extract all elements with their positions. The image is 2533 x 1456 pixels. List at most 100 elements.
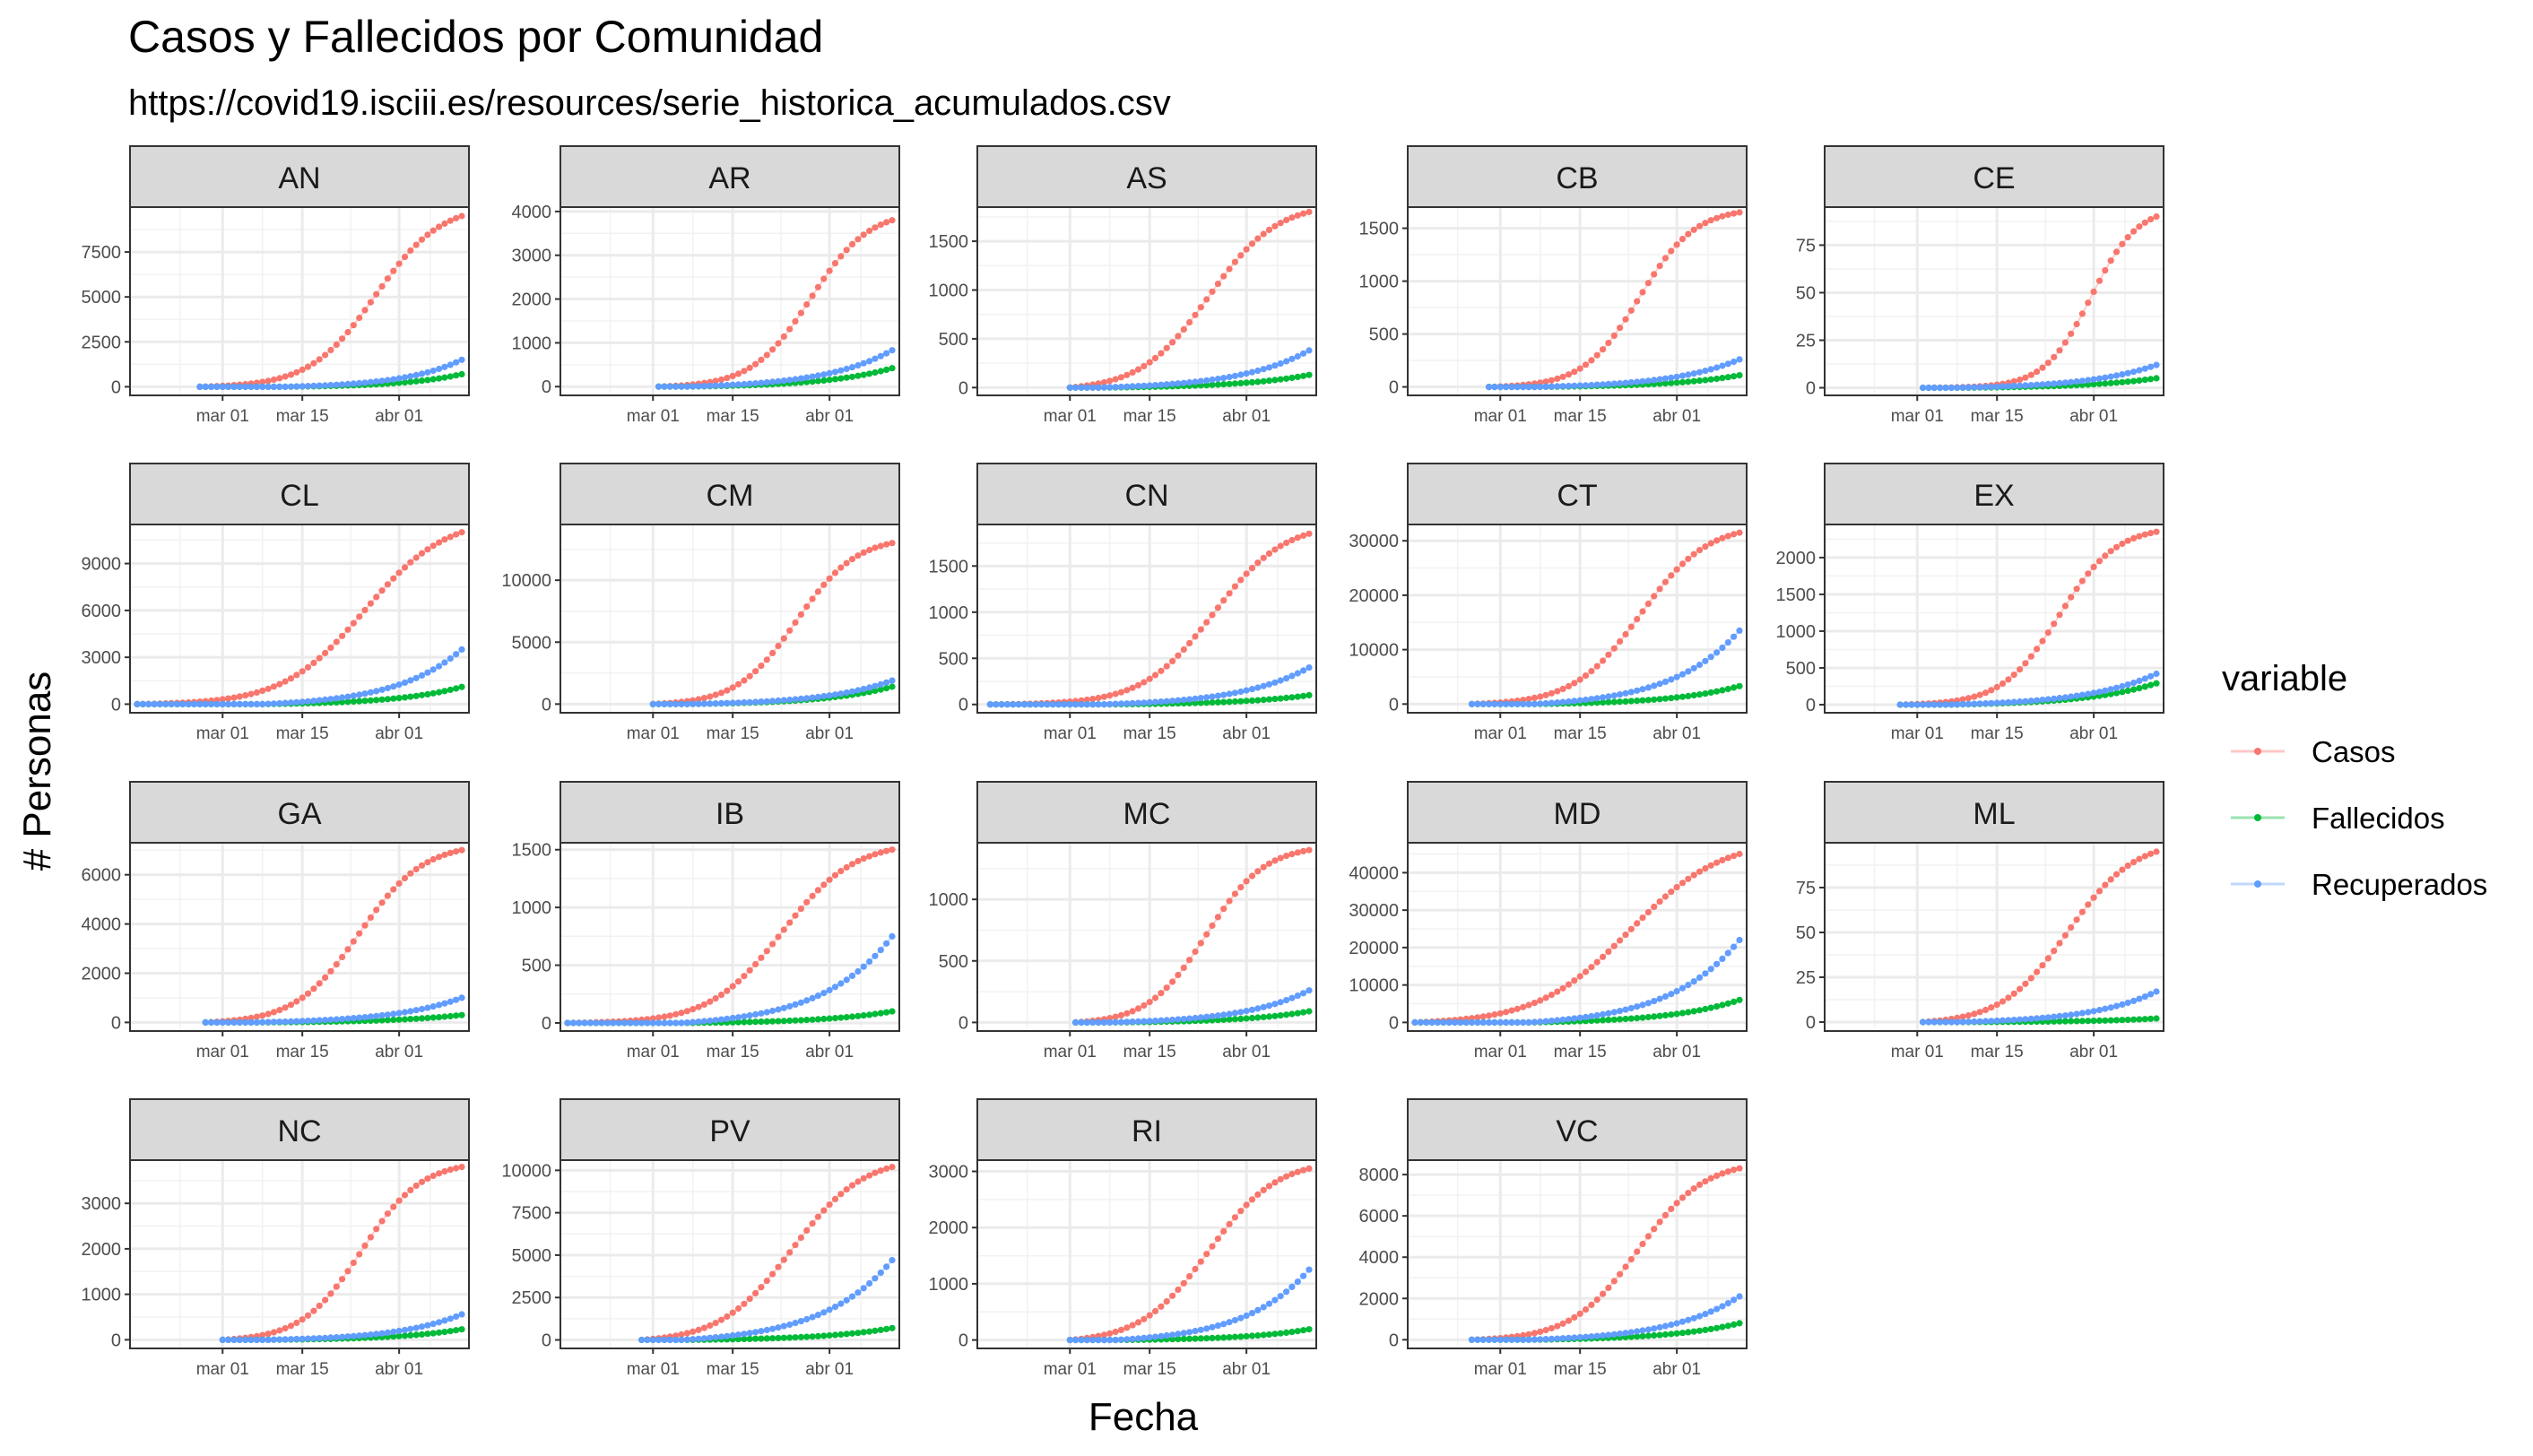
data-point: [310, 985, 317, 992]
data-point: [401, 1016, 409, 1023]
data-point: [1141, 1334, 1148, 1341]
y-tick-label: 4000: [1359, 1248, 1400, 1268]
data-point: [1283, 694, 1290, 702]
data-point: [889, 1008, 896, 1015]
data-point: [2153, 848, 2160, 855]
data-point: [384, 275, 391, 282]
data-point: [412, 1007, 420, 1014]
data-point: [831, 260, 839, 267]
data-point: [1617, 1270, 1624, 1278]
data-point: [401, 1332, 409, 1339]
data-point: [1947, 701, 1955, 708]
data-point: [1582, 1013, 1590, 1020]
data-point: [655, 700, 663, 707]
data-point: [843, 247, 850, 254]
data-point: [1696, 1181, 1704, 1188]
data-point: [418, 370, 426, 377]
data-point: [1971, 1018, 1978, 1026]
data-point: [1982, 700, 1990, 707]
data-point: [1123, 1018, 1131, 1026]
data-point: [998, 701, 1005, 708]
data-point: [384, 581, 391, 588]
data-point: [1248, 565, 1256, 572]
data-point: [758, 1335, 765, 1342]
data-point: [769, 1325, 776, 1332]
data-point: [1117, 1018, 1124, 1026]
y-tick-label: 1000: [82, 1286, 122, 1305]
data-point: [1999, 699, 2007, 706]
data-point: [820, 1332, 828, 1339]
data-point: [1537, 700, 1544, 707]
data-point: [1582, 968, 1590, 975]
data-point: [1271, 679, 1279, 686]
data-point: [1690, 550, 1697, 558]
data-point: [1736, 850, 1743, 858]
data-point: [1525, 1001, 1532, 1009]
data-point: [339, 1016, 346, 1023]
x-tick-label: mar 15: [1123, 407, 1176, 426]
data-point: [356, 613, 363, 620]
data-point: [2153, 361, 2160, 368]
data-point: [1531, 1330, 1538, 1337]
data-point: [407, 1016, 414, 1023]
data-point: [2085, 381, 2092, 388]
data-point: [1668, 379, 1675, 386]
data-point: [2073, 692, 2080, 699]
data-point: [792, 1017, 799, 1024]
legend-label: Fallecidos: [2312, 802, 2445, 835]
data-point: [695, 1018, 702, 1026]
data-point: [282, 1018, 289, 1026]
data-point: [1271, 696, 1279, 703]
data-point: [1123, 1324, 1131, 1331]
panel-border: [129, 524, 470, 714]
data-point: [700, 1324, 708, 1331]
data-point: [1724, 1168, 1731, 1175]
data-point: [1186, 378, 1193, 386]
data-point: [447, 1166, 454, 1174]
data-point: [1474, 1336, 1481, 1343]
data-point: [1673, 1320, 1680, 1327]
data-point: [837, 564, 845, 571]
data-point: [1283, 1011, 1290, 1018]
data-point: [746, 672, 753, 680]
data-point: [1959, 1013, 1966, 1020]
data-point: [447, 1012, 454, 1020]
data-point: [1037, 701, 1045, 708]
data-point: [809, 378, 816, 386]
series-recuperados: [134, 646, 465, 708]
data-point: [786, 325, 794, 333]
data-point: [1300, 692, 1307, 699]
data-point: [2044, 696, 2052, 703]
data-point: [809, 994, 816, 1001]
data-point: [1520, 1003, 1527, 1010]
data-point: [447, 217, 454, 224]
data-point: [2124, 369, 2131, 377]
data-point: [797, 1017, 805, 1024]
data-point: [1288, 374, 1296, 381]
data-point: [848, 972, 856, 979]
data-point: [1306, 1165, 1313, 1172]
data-point: [775, 697, 782, 705]
data-point: [1982, 1006, 1990, 1014]
data-point: [327, 346, 334, 354]
data-point: [219, 383, 226, 390]
data-point: [700, 1335, 708, 1342]
data-point: [1736, 1165, 1743, 1172]
y-tick-label: 10000: [501, 571, 551, 591]
data-point: [638, 1019, 646, 1027]
data-point: [1702, 543, 1709, 550]
data-point: [1214, 281, 1221, 288]
x-tick-label: mar 15: [1123, 724, 1176, 743]
data-point: [162, 700, 169, 708]
panel-border: [560, 842, 900, 1032]
data-point: [1719, 375, 1726, 382]
data-point: [310, 1017, 317, 1024]
data-point: [1713, 375, 1721, 383]
data-point: [1129, 1322, 1136, 1329]
data-point: [1100, 693, 1107, 700]
data-point: [225, 1336, 232, 1343]
data-point: [441, 851, 448, 859]
